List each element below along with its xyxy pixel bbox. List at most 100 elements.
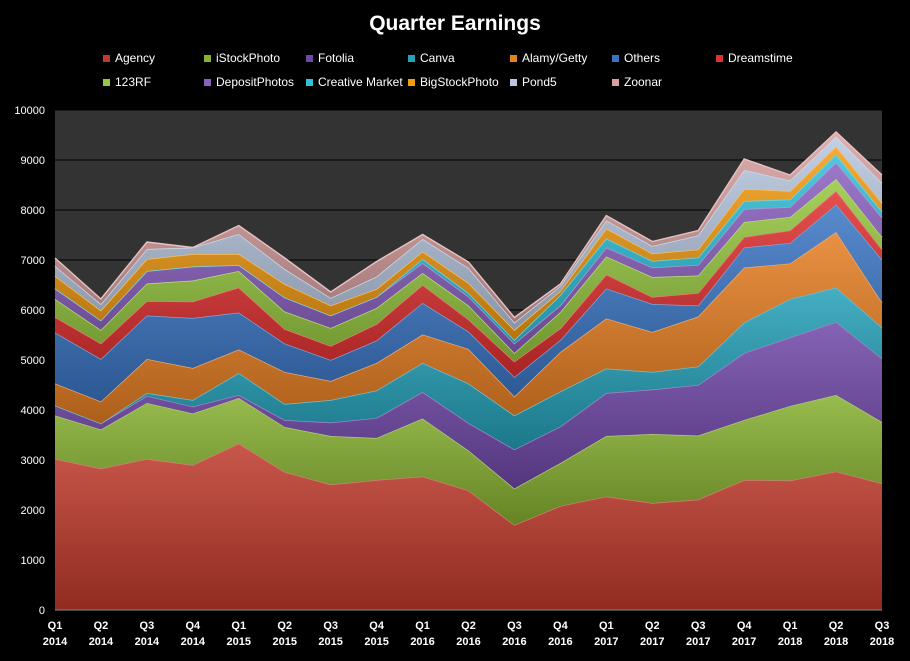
x-tick-label-quarter: Q4	[553, 620, 569, 632]
x-tick-label-quarter: Q1	[783, 620, 798, 632]
x-tick-label-year: 2014	[135, 636, 160, 648]
x-tick-label-year: 2016	[456, 636, 480, 648]
area-series-others	[55, 204, 882, 402]
y-tick-label: 7000	[21, 255, 45, 267]
x-tick-label-quarter: Q1	[48, 620, 63, 632]
y-tick-label: 0	[39, 605, 45, 617]
legend-item: iStockPhoto	[204, 51, 280, 65]
x-tick-label-quarter: Q2	[94, 620, 109, 632]
x-tick-label-quarter: Q2	[461, 620, 476, 632]
x-tick-label-year: 2015	[318, 636, 342, 648]
legend-item: Others	[612, 51, 660, 65]
x-tick-label-year: 2014	[43, 636, 68, 648]
x-tick-label-quarter: Q2	[277, 620, 292, 632]
legend-swatch	[103, 55, 110, 62]
legend-swatch	[306, 55, 313, 62]
area-series-canva	[55, 287, 882, 450]
y-tick-label: 4000	[21, 405, 45, 417]
legend-item: Zoonar	[612, 75, 662, 89]
legend-label: Zoonar	[624, 75, 662, 89]
x-tick-label-quarter: Q4	[737, 620, 753, 632]
y-tick-label: 10000	[14, 105, 45, 117]
legend-swatch	[204, 55, 211, 62]
y-tick-label: 9000	[21, 155, 45, 167]
legend-label: Others	[624, 51, 660, 65]
legend-item: Fotolia	[306, 51, 354, 65]
legend-item: Pond5	[510, 75, 557, 89]
y-tick-label: 8000	[21, 205, 45, 217]
legend-label: BigStockPhoto	[420, 75, 499, 89]
y-tick-label: 5000	[21, 355, 45, 367]
x-tick-label-year: 2017	[640, 636, 664, 648]
x-tick-label-year: 2018	[870, 636, 894, 648]
x-tick-label-year: 2014	[89, 636, 114, 648]
x-tick-label-year: 2015	[272, 636, 296, 648]
legend-item: Alamy/Getty	[510, 51, 587, 65]
x-tick-label-year: 2015	[364, 636, 388, 648]
legend-swatch	[408, 55, 415, 62]
legend-item: DepositPhotos	[204, 75, 294, 89]
x-tick-label-year: 2016	[548, 636, 572, 648]
x-tick-label-quarter: Q1	[599, 620, 614, 632]
x-tick-label-quarter: Q1	[231, 620, 246, 632]
legend: Agency iStockPhoto Fotolia Canva Alamy/Getty…	[103, 51, 793, 89]
x-tick-label-year: 2016	[502, 636, 526, 648]
x-tick-label-quarter: Q2	[829, 620, 844, 632]
legend-item: Dreamstime	[716, 51, 793, 65]
y-tick-label: 6000	[21, 305, 45, 317]
legend-label: Fotolia	[318, 51, 354, 65]
legend-label: Creative Market	[318, 75, 403, 89]
legend-item: 123RF	[103, 75, 151, 89]
x-tick-label-quarter: Q4	[185, 620, 201, 632]
legend-swatch	[103, 79, 110, 86]
legend-label: Agency	[115, 51, 155, 65]
legend-label: Pond5	[522, 75, 557, 89]
legend-label: DepositPhotos	[216, 75, 294, 89]
area-series-group	[54, 131, 883, 610]
area-series-alamy-getty	[55, 232, 882, 424]
x-tick-label-quarter: Q2	[645, 620, 660, 632]
area-series-agency	[55, 443, 882, 610]
legend-swatch	[306, 79, 313, 86]
x-tick-label-quarter: Q3	[140, 620, 155, 632]
legend-item: Agency	[103, 51, 155, 65]
y-tick-label: 1000	[21, 555, 45, 567]
x-tick-label-quarter: Q4	[369, 620, 385, 632]
y-tick-label: 2000	[21, 505, 45, 517]
legend-swatch	[612, 79, 619, 86]
x-tick-label-quarter: Q3	[875, 620, 890, 632]
legend-swatch	[204, 79, 211, 86]
axes: 0 1000 2000 3000 4000 5000 6000 7000 8000 9000 100…	[14, 105, 894, 648]
x-tick-label-year: 2014	[181, 636, 206, 648]
x-tick-label-quarter: Q3	[323, 620, 338, 632]
area-series-123rf	[55, 179, 882, 362]
y-tick-label: 3000	[21, 455, 45, 467]
x-tick-label-year: 2018	[824, 636, 848, 648]
legend-item: Canva	[408, 51, 455, 65]
x-tick-label-year: 2017	[594, 636, 618, 648]
x-tick-label-year: 2016	[410, 636, 434, 648]
legend-item: BigStockPhoto	[408, 75, 499, 89]
x-tick-label-quarter: Q3	[507, 620, 522, 632]
legend-label: 123RF	[115, 75, 151, 89]
area-series-fotolia	[55, 322, 882, 489]
legend-swatch	[612, 55, 619, 62]
legend-label: Canva	[420, 51, 455, 65]
x-tick-label-quarter: Q3	[691, 620, 706, 632]
area-series-edge	[54, 131, 883, 319]
chart-title: Quarter Earnings	[369, 12, 541, 35]
legend-swatch	[510, 55, 517, 62]
x-tick-label-quarter: Q1	[415, 620, 430, 632]
legend-label: Alamy/Getty	[522, 51, 587, 65]
legend-swatch	[510, 79, 517, 86]
area-series-istockphoto	[55, 395, 882, 525]
legend-swatch	[716, 55, 723, 62]
x-tick-label-year: 2015	[227, 636, 251, 648]
legend-label: Dreamstime	[728, 51, 793, 65]
x-tick-label-year: 2017	[686, 636, 710, 648]
x-tick-label-year: 2018	[778, 636, 802, 648]
legend-item: Creative Market	[306, 75, 403, 89]
legend-label: iStockPhoto	[216, 51, 280, 65]
x-tick-label-year: 2017	[732, 636, 756, 648]
